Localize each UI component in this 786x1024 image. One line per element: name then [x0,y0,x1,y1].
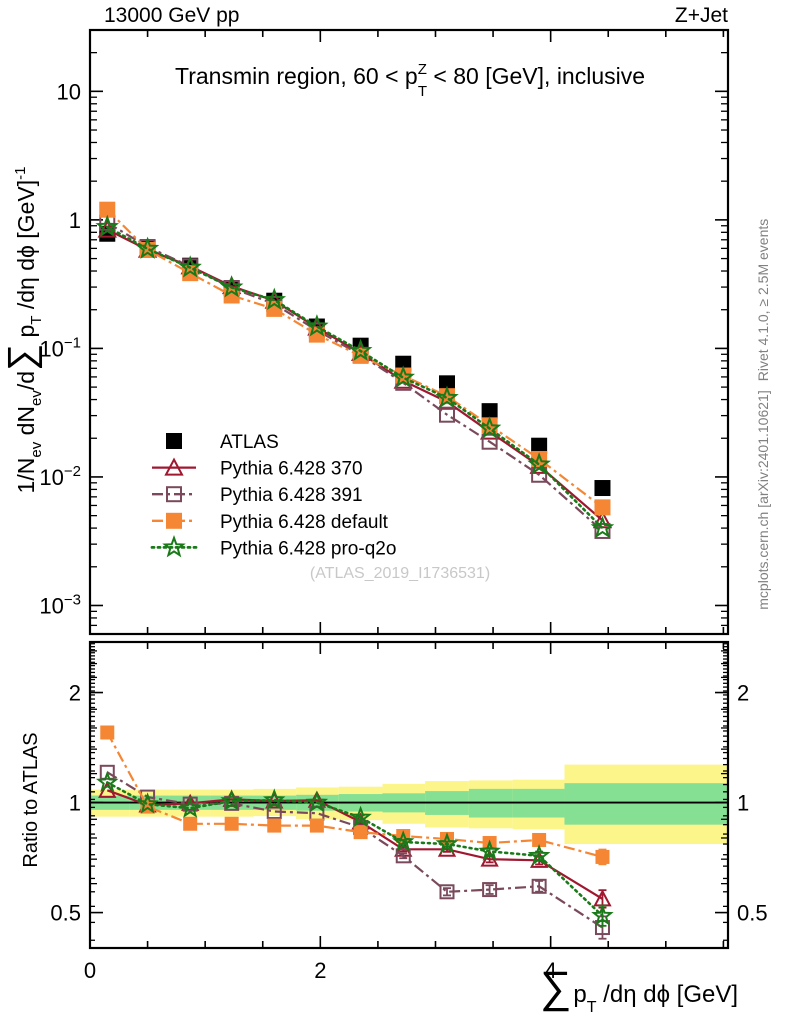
xtick-label: 0 [84,958,96,983]
marker-pythia-6-428-default [595,849,610,864]
svg-text:1/Nev dNev/d∑ pT /dη dϕ [GeV]-: 1/Nev dNev/d∑ pT /dη dϕ [GeV]-1 [1,167,45,494]
marker-pythia-6-428-default [594,499,611,516]
xaxis-title: ∑pT /dη dϕ [GeV] [540,963,738,1016]
marker-pythia-6-428-391 [224,795,240,811]
marker-pythia-6-428-pro-q2o [590,515,615,539]
marker-pythia-6-428-pro-q2o [135,236,160,259]
series-line-main [106,225,604,530]
header-process-label: Z+Jet [675,4,728,27]
marker-pythia-6-428-pro-q2o [219,275,244,298]
marker-legend [166,512,182,529]
marker-pythia-6-428-default [267,818,282,833]
marker-pythia-6-428-pro-q2o [477,416,502,439]
marker-pythia-6-428-pro-q2o [527,843,551,866]
marker-pythia-6-428-391 [481,433,498,450]
marker-pythia-6-428-pro-q2o [305,314,329,337]
ytick-label-ratio-right: 2 [737,681,749,706]
series-line-ratio [106,731,603,858]
marker-pythia-6-428-pro-q2o [478,839,501,862]
marker-pythia-6-428-pro-q2o [95,214,120,238]
header-beam-label: 13000 GeV pp [104,4,239,27]
yaxis-ratio-title: Ratio to ATLAS [20,732,42,867]
marker-pythia-6-428-pro-q2o [391,365,416,388]
marker-pythia-6-428-default [531,450,548,467]
svg-text:Transmin region, 60 < pZT < 80: Transmin region, 60 < pZ T < 80 [GeV], in… [175,61,645,100]
title-superscript: Z [418,61,427,78]
marker-pythia-6-428-pro-q2o [591,903,614,926]
marker-pythia-6-428-default [183,816,198,831]
marker-legend [164,457,184,476]
title-pre: Transmin region, 60 < p [175,63,418,89]
marker-pythia-6-428-default [100,725,115,740]
title-post: < 80 [GeV], inclusive [427,63,645,89]
legend-label: Pythia 6.428 391 [220,485,363,506]
ytick-label-main: 1 [69,208,81,233]
marker-atlas [594,480,611,497]
main-panel-frame [88,28,730,636]
ytick-label-main: 10−2 [39,463,81,490]
plot-title: Transmin region, 60 < pZ T < 80 [GeV], in… [175,61,645,100]
plot-geometry: 10 1 10−1 10−2 10−3 2 2 1 1 0.5 0.5 0 2 4 ATLAS Pythia … [39,28,768,983]
side-label-mcplots: mcplots.cern.ch [arXiv:2401.10621] [755,390,771,609]
marker-pythia-6-428-pro-q2o [435,832,459,854]
marker-pythia-6-428-pro-q2o [305,790,329,813]
ytick-label-ratio: 1 [69,791,81,816]
xtick-label: 4 [545,958,557,983]
marker-legend [166,433,182,449]
marker-pythia-6-428-default [309,818,324,833]
svg-text:∑pT /dη dϕ [GeV]: ∑pT /dη dϕ [GeV] [540,963,738,1016]
marker-pythia-6-428-pro-q2o [435,385,459,408]
marker-pythia-6-428-391 [594,522,611,539]
marker-pythia-6-428-pro-q2o [348,338,373,362]
marker-pythia-6-428-default [440,831,455,846]
marker-pythia-6-428-pro-q2o [263,788,286,810]
marker-pythia-6-428-pro-q2o [349,805,372,828]
yaxis-main-title: 1/Nev dNev/d∑ pT /dη dϕ [GeV]-1 [1,167,45,494]
ytick-label-ratio-right: 0.5 [737,901,768,926]
marker-legend [162,534,186,558]
marker-pythia-6-428-pro-q2o [136,792,159,814]
legend-label: ATLAS [220,432,279,453]
series-line-ratio [106,781,604,918]
marker-pythia-6-428-pro-q2o [262,287,287,311]
title-subscript: T [418,83,427,100]
legend-label: Pythia 6.428 370 [220,459,363,480]
marker-pythia-6-428-pro-q2o [392,830,415,852]
marker-pythia-6-428-pro-q2o [527,452,551,475]
ytick-label-ratio-right: 1 [737,791,749,816]
marker-pythia-6-428-391 [531,878,547,894]
side-label-rivet: Rivet 4.1.0, ≥ 2.5M events [755,219,771,382]
marker-pythia-6-428-pro-q2o [178,796,202,818]
marker-pythia-6-428-default [99,201,116,218]
ratio-band-inner [564,783,728,825]
ratio-panel-frame [88,640,730,950]
marker-pythia-6-428-391 [482,882,498,898]
marker-atlas [481,403,498,420]
legend-label: Pythia 6.428 pro-q2o [220,538,396,559]
marker-pythia-6-428-pro-q2o [95,770,119,793]
legend-label: Pythia 6.428 default [220,512,389,533]
ytick-label-ratio: 2 [69,681,81,706]
marker-pythia-6-428-pro-q2o [220,789,243,811]
marker-pythia-6-428-default [353,825,368,840]
marker-pythia-6-428-391 [439,406,456,423]
marker-pythia-6-428-391 [99,764,115,780]
marker-atlas [531,437,548,454]
analysis-watermark: (ATLAS_2019_I1736531) [310,565,490,582]
ytick-label-main: 10−1 [39,334,81,361]
marker-legend [166,486,182,503]
marker-pythia-6-428-default [532,832,547,847]
ytick-label-ratio: 0.5 [50,901,81,926]
marker-pythia-6-428-391 [439,884,455,900]
xtick-label: 2 [314,958,326,983]
marker-pythia-6-428-pro-q2o [178,255,202,278]
marker-pythia-6-428-391 [395,848,411,864]
marker-pythia-6-428-default [224,816,239,831]
ytick-label-main: 10−3 [39,591,81,618]
ytick-label-main: 10 [57,79,81,104]
marker-atlas [439,375,456,392]
